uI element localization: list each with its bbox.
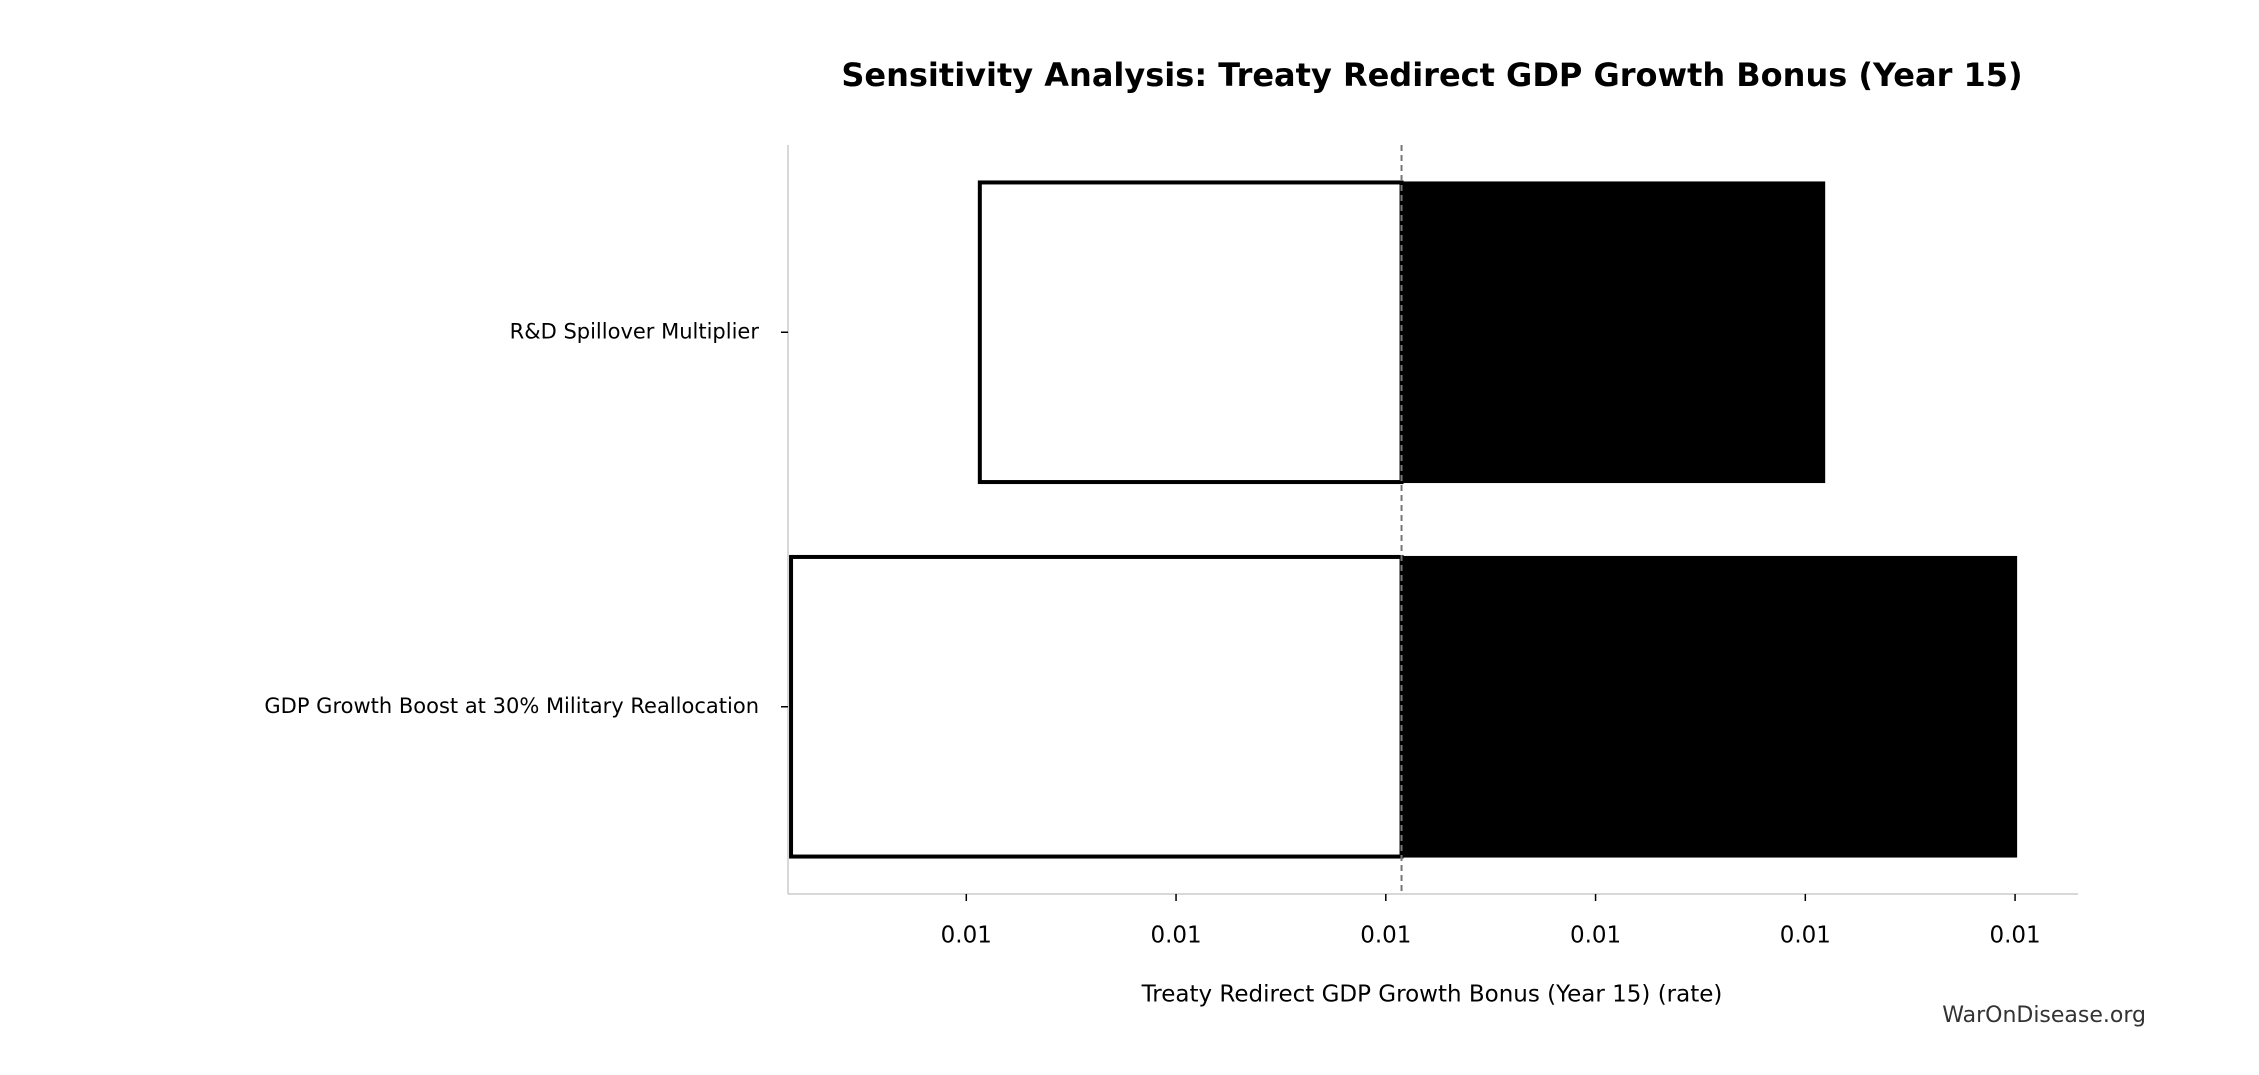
- x-tick-label: 0.01: [1570, 923, 1621, 949]
- x-axis-label: Treaty Redirect GDP Growth Bonus (Year 1…: [1141, 982, 1723, 1008]
- x-tick-label: 0.01: [1150, 923, 1201, 949]
- x-tick-label: 0.01: [1780, 923, 1831, 949]
- x-tick-label: 0.01: [941, 923, 992, 949]
- low-bar: [977, 180, 1404, 485]
- x-tick-label: 0.01: [1989, 923, 2040, 949]
- low-bar: [789, 554, 1404, 859]
- y-tick-label: R&D Spillover Multiplier: [510, 319, 760, 343]
- x-tick-label: 0.01: [1360, 923, 1411, 949]
- y-tick-label: GDP Growth Boost at 30% Military Realloc…: [264, 694, 759, 718]
- high-bar: [1400, 181, 1826, 484]
- high-bar: [1400, 555, 2018, 858]
- chart-title: Sensitivity Analysis: Treaty Redirect GD…: [841, 56, 2022, 94]
- watermark: WarOnDisease.org: [1942, 1003, 2146, 1028]
